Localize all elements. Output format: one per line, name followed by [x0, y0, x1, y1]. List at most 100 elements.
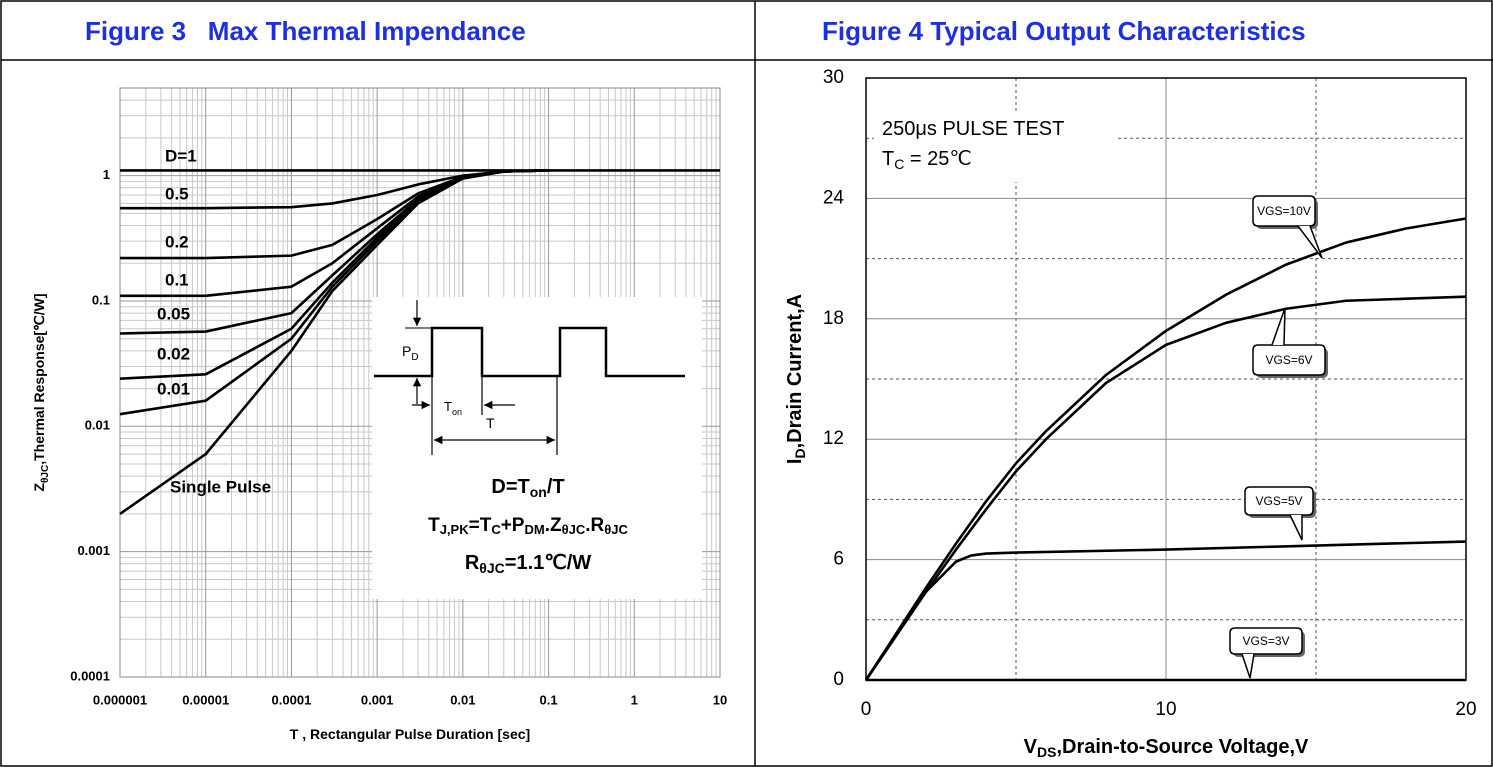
series-label: 0.05 [157, 304, 190, 323]
annotation-part: = 25℃ [904, 148, 972, 170]
series-label: 0.1 [165, 270, 189, 289]
x-tick-label: 10 [713, 692, 727, 707]
series-label: VGS=5V [1255, 494, 1302, 508]
x-tick-label: 0.01 [450, 692, 475, 707]
annotation: TC = 25℃ [882, 148, 972, 171]
series-label: 0.02 [157, 344, 190, 363]
series-line [119, 169, 549, 515]
annotation-part: 250μs PULSE TEST [882, 118, 1064, 140]
annotation-bg [874, 112, 1118, 182]
chart-thermal: 0.000001 0.00001 0.0001 0.001 0.01 0.1 1 10 0.00… [31, 87, 727, 742]
y-axis-label-part: ,Thermal Response[℃/W] [31, 293, 47, 464]
callout [1229, 627, 1303, 655]
annotation-part: T [882, 148, 894, 170]
x-tick-label: 0.1 [540, 692, 558, 707]
formula-part: θJC [562, 522, 586, 537]
series-label: D=1 [165, 146, 197, 165]
series-label: 0.01 [157, 379, 190, 398]
inset-label: T [486, 415, 495, 431]
series-line [864, 540, 1467, 681]
formula: RθJC=1.1℃/W [465, 552, 591, 575]
y-tick-label: 6 [833, 549, 844, 570]
series-label: 0.5 [165, 184, 189, 203]
formula-part: .Z [545, 515, 562, 536]
series-label: 0.2 [165, 232, 189, 251]
formula-part: DM [524, 522, 544, 537]
callout-tail [1241, 653, 1255, 679]
annotation: 250μs PULSE TEST [882, 118, 1064, 140]
y-tick-label: 0.001 [77, 543, 110, 558]
x-axis-label-part: V [1024, 736, 1038, 758]
x-axis-label: VDS,Drain-to-Source Voltage,V [1024, 736, 1309, 759]
series-line [864, 217, 1467, 681]
y-tick-label: 0 [833, 669, 844, 690]
y-axis-label: ZθJC,Thermal Response[℃/W] [31, 293, 51, 491]
y-axis-label-part: D [792, 448, 808, 458]
x-tick-label: 20 [1455, 699, 1476, 720]
chart-title: Figure 4 Typical Output Characteristics [822, 16, 1306, 46]
inset: PDTonTD=Ton/TTJ,PK=TC+PDM.ZθJC.RθJCRθJC=… [372, 297, 702, 599]
y-tick-label: 1 [103, 167, 110, 182]
y-axis-label: ID,Drain Current,A [784, 294, 807, 464]
inset-label-part: P [402, 343, 411, 359]
formula-part: C [491, 522, 501, 537]
y-axis-label-part: I [784, 459, 806, 465]
formula-part: R [465, 552, 480, 574]
y-axis-label-part: ,Drain Current,A [784, 294, 806, 448]
y-axis-label-part: θJC [40, 465, 51, 483]
y-tick-label: 30 [823, 67, 844, 88]
x-tick-label: 0.00001 [182, 692, 229, 707]
x-axis-label-part: ,Drain-to-Source Voltage,V [1056, 736, 1309, 758]
series-line [864, 295, 1467, 681]
annotation-part: C [894, 156, 904, 172]
series-label: Single Pulse [170, 477, 271, 496]
waveform [374, 326, 685, 378]
formula-part: .R [585, 515, 604, 536]
formula-part: T [428, 515, 440, 536]
y-tick-label: 0.1 [92, 292, 110, 307]
x-axis-label-part: DS [1037, 744, 1056, 760]
series-label: VGS=6V [1265, 353, 1312, 367]
inset-label: Ton [444, 399, 462, 417]
series-label: VGS=3V [1242, 634, 1289, 648]
y-tick-label: 24 [823, 187, 845, 208]
y-axis-label-part: Z [31, 483, 47, 492]
formula: D=Ton/T [491, 476, 564, 499]
inset-label-part: T [486, 415, 495, 431]
x-tick-label: 0.001 [361, 692, 394, 707]
plot-frame [119, 87, 721, 678]
x-tick-label: 10 [1155, 699, 1176, 720]
formula-part: θJC [479, 560, 504, 576]
chart-output: 0 10 20 0 6 12 18 24 30 VDS,Drain-to-Source Volta… [784, 67, 1476, 760]
y-tick-label: 12 [823, 428, 844, 449]
y-tick-label: 0.01 [85, 418, 110, 433]
y-tick-label: 18 [823, 308, 844, 329]
formula-part: on [530, 484, 547, 500]
callout-tail [1289, 514, 1303, 541]
callout [1244, 486, 1314, 516]
x-axis-label-part: T , Rectangular Pulse Duration [sec] [290, 726, 530, 742]
callout-tail [1297, 225, 1323, 259]
y-tick-label: 0.0001 [70, 668, 110, 683]
formula: TJ,PK=TC+PDM.ZθJC.RθJC [428, 515, 628, 537]
inset-label-part: on [452, 407, 462, 417]
x-tick-label: 0 [861, 699, 872, 720]
formula-part: +P [501, 515, 525, 536]
series-label: VGS=10V [1257, 204, 1311, 218]
callout [1252, 344, 1326, 376]
x-tick-label: 0.000001 [93, 692, 147, 707]
formula-part: θJC [604, 522, 628, 537]
formula-part: /T [547, 476, 565, 498]
x-axis-label: T , Rectangular Pulse Duration [sec] [290, 726, 530, 742]
inset-label-part: T [444, 399, 452, 414]
callout-tail [1271, 307, 1286, 346]
x-tick-label: 1 [631, 692, 638, 707]
formula-part: =1.1℃/W [505, 552, 592, 574]
formula-part: =T [469, 515, 492, 536]
formula-part: D=T [491, 476, 529, 498]
inset-label-part: D [411, 352, 418, 363]
inset-label: PD [402, 343, 419, 363]
formula-part: J,PK [440, 522, 470, 537]
